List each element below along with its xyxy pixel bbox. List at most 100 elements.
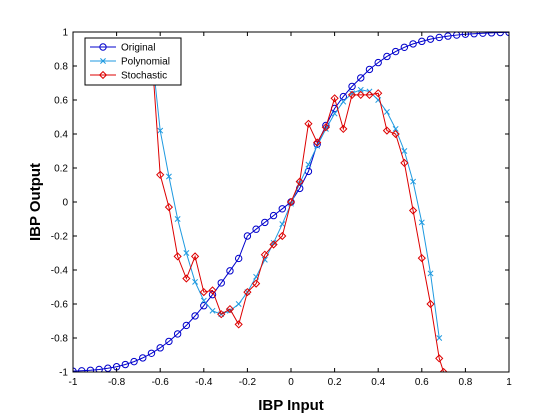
data-point-stochastic: [339, 124, 348, 134]
data-point-original: [252, 225, 260, 233]
data-point-stochastic: [365, 90, 374, 100]
data-point-polynomial: [410, 178, 417, 185]
data-point-original: [383, 52, 391, 61]
x-tick-label: -0.8: [108, 377, 126, 388]
data-point-stochastic: [234, 320, 243, 329]
data-point-polynomial: [174, 216, 181, 222]
series-line-polynomial: [150, 48, 440, 339]
data-point-stochastic: [439, 367, 448, 372]
data-point-original: [173, 330, 182, 338]
data-point-original: [156, 344, 164, 352]
legend-marker-stochastic: [98, 70, 108, 80]
data-point-original: [487, 32, 496, 37]
data-point-original: [426, 35, 435, 43]
legend-item-original: Original: [90, 43, 155, 54]
data-point-original: [121, 360, 130, 369]
data-point-stochastic: [217, 310, 226, 319]
data-point-stochastic: [313, 138, 322, 147]
data-point-stochastic: [269, 240, 278, 249]
legend: Original Polynomial Stochastic: [84, 37, 182, 86]
data-point-stochastic: [382, 126, 392, 135]
data-point-polynomial: [436, 335, 443, 341]
data-point-original: [365, 65, 374, 74]
data-point-polynomial: [401, 148, 408, 154]
data-point-stochastic: [225, 304, 235, 314]
data-point-original: [461, 32, 470, 38]
legend-marker-polynomial: [100, 58, 106, 64]
data-point-stochastic: [408, 206, 418, 215]
x-tick-label: 0: [288, 377, 294, 388]
data-point-original: [313, 140, 321, 148]
data-point-original: [339, 92, 348, 101]
x-tick-label: 0.2: [328, 377, 342, 388]
data-point-polynomial: [165, 173, 172, 180]
data-point-original: [165, 337, 173, 346]
y-tick-label: 0.4: [54, 130, 68, 141]
legend-box: [84, 37, 182, 86]
data-point-polynomial: [340, 98, 347, 105]
data-point-polynomial: [392, 125, 399, 132]
data-point-original: [95, 365, 103, 372]
ticks-layer: -1 -0.8 -0.6 -0.4 -0.2 0 0.2 0.4 0.6 0.8 1 -1 -0.8 -0…: [51, 28, 512, 389]
data-point-stochastic: [208, 286, 217, 295]
y-axis-label: IBP Output: [27, 163, 44, 241]
y-tick-label: 0.2: [54, 164, 68, 175]
legend-marker-original: [99, 43, 107, 51]
data-point-stochastic: [391, 129, 400, 139]
data-point-stochastic: [243, 287, 252, 297]
x-tick-label: -0.2: [239, 377, 257, 388]
data-point-original: [470, 32, 478, 38]
data-point-polynomial: [270, 239, 277, 246]
data-point-stochastic: [400, 158, 409, 168]
y-tick-label: 0.8: [54, 62, 68, 73]
data-point-stochastic: [252, 279, 261, 288]
data-point-original: [269, 211, 278, 220]
data-point-original: [147, 349, 156, 357]
x-tick-label: -0.6: [152, 377, 170, 388]
x-tick-label: -1: [69, 377, 78, 388]
legend-label-polynomial: Polynomial: [121, 57, 170, 68]
data-point-polynomial: [427, 270, 434, 277]
data-point-original: [200, 302, 208, 310]
data-point-stochastic: [173, 252, 182, 261]
data-point-polynomial: [383, 108, 390, 115]
y-tick-label: -0.8: [51, 334, 69, 345]
data-point-original: [130, 357, 138, 366]
data-point-stochastic: [156, 170, 165, 179]
data-point-original: [348, 82, 356, 91]
data-point-original: [217, 279, 225, 287]
data-point-original: [374, 58, 382, 67]
data-point-polynomial: [192, 278, 199, 285]
data-point-original: [357, 74, 365, 82]
data-point-original: [226, 267, 234, 275]
x-tick-label: 0.4: [371, 377, 385, 388]
data-point-original: [496, 32, 504, 37]
data-point-stochastic: [356, 90, 365, 100]
data-point-original: [391, 47, 400, 56]
series-line-stochastic: [150, 48, 445, 372]
x-tick-label: 0.8: [458, 377, 472, 388]
data-point-original: [182, 321, 191, 330]
data-point-original: [435, 33, 443, 42]
data-point-stochastic: [286, 197, 296, 207]
data-point-polynomial: [279, 221, 286, 228]
data-point-polynomial: [235, 301, 242, 307]
data-point-stochastic: [199, 287, 208, 297]
data-point-stochastic: [321, 123, 330, 132]
data-point-stochastic: [295, 177, 304, 186]
y-tick-label: -0.4: [51, 266, 69, 277]
data-point-original: [400, 43, 409, 51]
data-point-stochastic: [435, 354, 444, 363]
data-point-stochastic: [164, 202, 174, 212]
y-tick-label: 0: [62, 198, 68, 209]
data-point-original: [86, 366, 95, 372]
data-point-stochastic: [304, 119, 313, 128]
data-point-stochastic: [347, 90, 357, 100]
data-point-original: [479, 32, 487, 37]
data-point-original: [243, 232, 252, 240]
data-point-polynomial: [200, 297, 207, 304]
data-point-stochastic: [417, 253, 426, 263]
data-point-polynomial: [357, 86, 364, 93]
legend-item-polynomial: Polynomial: [90, 57, 170, 68]
